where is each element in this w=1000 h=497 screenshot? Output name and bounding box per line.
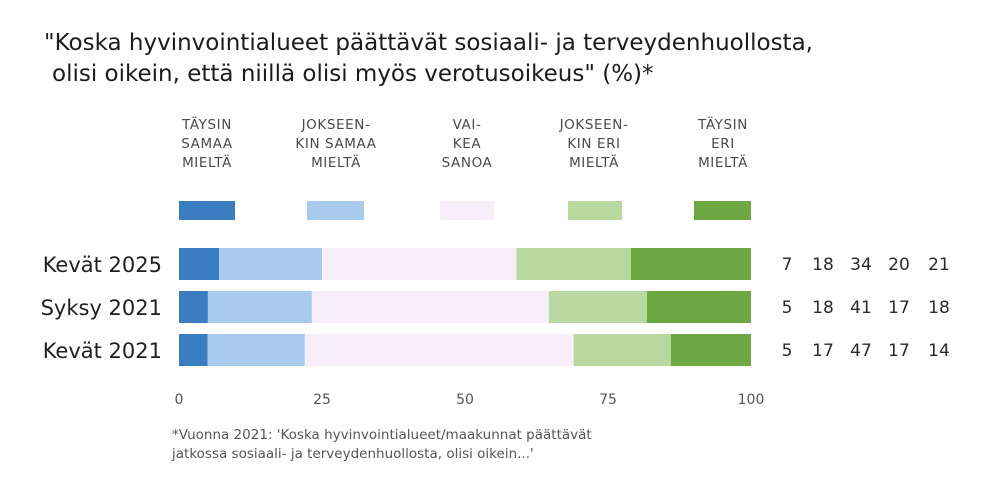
row-value-labels: 7 18 34 20 21 5 18 41 17 18 5 17 47 17 14 xyxy=(782,255,950,361)
bar-segment xyxy=(548,291,647,323)
legend-label-line: MIELTÄ xyxy=(698,155,748,171)
row-value-label: 34 xyxy=(850,255,872,275)
bar-segment xyxy=(630,248,751,280)
legend-label-line: VAI- xyxy=(452,117,482,133)
row-value-label: 5 xyxy=(782,341,793,361)
legend-label-jokseenkin-samaa: JOKSEEN- KIN SAMAA MIELTÄ xyxy=(276,116,396,173)
category-label: Kevät 2021 xyxy=(43,339,162,363)
legend-swatch-jokseenkin-eri xyxy=(568,201,622,220)
x-tick-label: 75 xyxy=(599,392,617,408)
row-value-label: 18 xyxy=(928,298,950,318)
legend-label-line: MIELTÄ xyxy=(311,155,361,171)
x-tick-label: 0 xyxy=(175,392,184,408)
bar-segment xyxy=(647,291,751,323)
category-labels: Kevät 2025 Syksy 2021 Kevät 2021 xyxy=(41,253,162,363)
footnote-line-1: *Vuonna 2021: 'Koska hyvinvointialueet/m… xyxy=(172,427,592,443)
legend-label-line: KIN SAMAA xyxy=(295,136,377,152)
bar-segment xyxy=(304,334,574,366)
legend-label-line: SAMAA xyxy=(181,136,233,152)
bar-segment xyxy=(219,248,322,280)
legend-swatch-taysin-samaa xyxy=(179,201,235,220)
row-value-label: 21 xyxy=(928,255,950,275)
legend-label-line: JOKSEEN- xyxy=(301,117,371,133)
legend-label-vaikea-sanoa: VAI- KEA SANOA xyxy=(407,116,527,173)
x-tick-label: 25 xyxy=(313,392,331,408)
row-value-label: 7 xyxy=(782,255,793,275)
legend-label-taysin-samaa: TÄYSIN SAMAA MIELTÄ xyxy=(147,116,267,173)
legend-swatch-taysin-eri xyxy=(694,201,751,220)
row-value-label: 17 xyxy=(888,341,910,361)
legend-label-line: MIELTÄ xyxy=(182,155,232,171)
bar-segment xyxy=(179,248,220,280)
bar-segment xyxy=(311,291,549,323)
legend-label-line: JOKSEEN- xyxy=(559,117,629,133)
bar-segment xyxy=(207,334,305,366)
bar-segment xyxy=(179,291,208,323)
category-label: Kevät 2025 xyxy=(43,253,162,277)
row-value-label: 18 xyxy=(812,298,834,318)
bar-segment xyxy=(573,334,671,366)
legend-label-line: TÄYSIN xyxy=(698,117,748,133)
row-value-label: 17 xyxy=(888,298,910,318)
bar-segment xyxy=(516,248,631,280)
bar-segment xyxy=(179,334,208,366)
footnote: *Vuonna 2021: 'Koska hyvinvointialueet/m… xyxy=(172,426,592,464)
legend-label-line: TÄYSIN xyxy=(182,117,232,133)
row-value-label: 14 xyxy=(928,341,950,361)
legend-label-line: ERI xyxy=(711,136,735,152)
bar-segments xyxy=(179,248,751,366)
row-value-label: 47 xyxy=(850,341,872,361)
legend-swatch-jokseenkin-samaa xyxy=(307,201,364,220)
row-value-label: 18 xyxy=(812,255,834,275)
x-tick-label: 100 xyxy=(738,392,765,408)
legend-swatch-vaikea-sanoa xyxy=(440,201,494,220)
category-label: Syksy 2021 xyxy=(41,296,162,320)
bar-segment xyxy=(207,291,312,323)
legend-label-line: MIELTÄ xyxy=(569,155,619,171)
x-tick-labels: 0 25 50 75 100 xyxy=(175,392,765,408)
row-value-label: 41 xyxy=(850,298,872,318)
row-value-label: 17 xyxy=(812,341,834,361)
title-line-1: "Koska hyvinvointialueet päättävät sosia… xyxy=(44,30,813,56)
legend-label-jokseenkin-eri: JOKSEEN- KIN ERI MIELTÄ xyxy=(534,116,654,173)
legend-label-line: KIN ERI xyxy=(567,136,621,152)
bar-segment xyxy=(322,248,517,280)
legend-label-line: SANOA xyxy=(441,155,493,171)
legend-label-taysin-eri: TÄYSIN ERI MIELTÄ xyxy=(663,116,783,173)
title-line-2: olisi oikein, että niillä olisi myös ver… xyxy=(52,61,654,87)
x-tick-label: 50 xyxy=(456,392,474,408)
chart-title: "Koska hyvinvointialueet päättävät sosia… xyxy=(44,28,964,90)
bar-segment xyxy=(670,334,751,366)
legend-label-line: KEA xyxy=(452,136,482,152)
row-value-label: 20 xyxy=(888,255,910,275)
row-value-label: 5 xyxy=(782,298,793,318)
footnote-line-2: jatkossa sosiaali- ja terveydenhuollosta… xyxy=(172,446,534,462)
